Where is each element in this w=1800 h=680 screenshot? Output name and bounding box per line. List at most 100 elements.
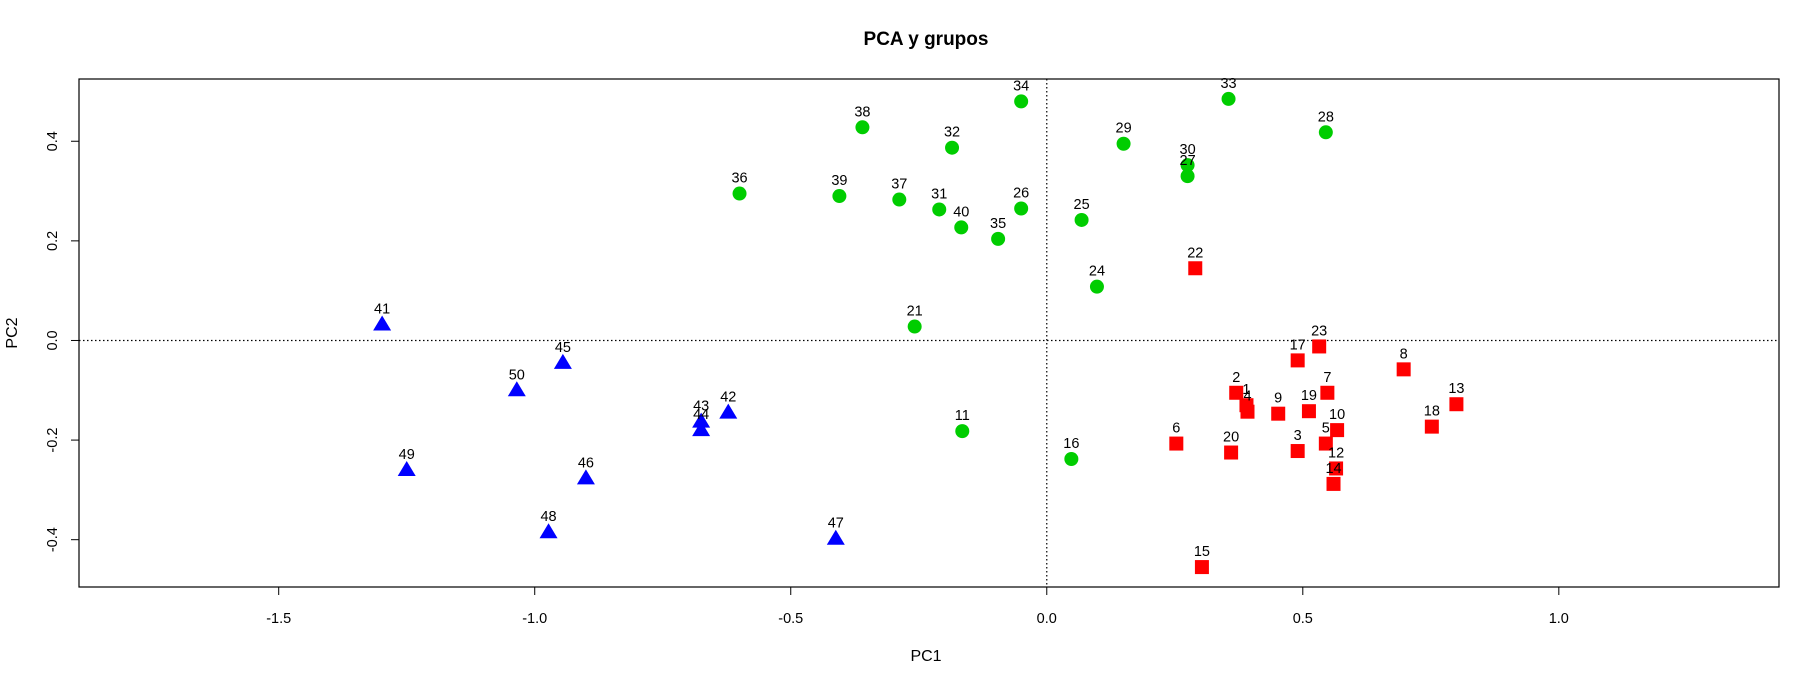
- chart-title: PCA y grupos: [864, 29, 989, 50]
- point-label: 26: [1013, 185, 1029, 201]
- point-label: 7: [1323, 370, 1331, 386]
- data-point-circle: [945, 140, 960, 155]
- point-label: 1: [1242, 382, 1250, 398]
- data-point-circle: [1014, 94, 1029, 109]
- x-tick-label: 1.0: [1549, 611, 1569, 627]
- data-point-triangle: [507, 381, 526, 397]
- data-point-square: [1290, 444, 1305, 459]
- point-label: 46: [578, 455, 594, 471]
- point-labels: 1234567891012131415171819202223111621242…: [374, 76, 1464, 560]
- point-label: 2: [1232, 370, 1240, 386]
- point-label: 6: [1172, 421, 1180, 437]
- data-point-circle: [855, 120, 870, 135]
- data-point-circle: [991, 231, 1006, 246]
- data-point-circle: [954, 220, 969, 235]
- point-label: 48: [540, 509, 556, 525]
- y-tick-label: 0.4: [45, 131, 61, 151]
- data-point-square: [1449, 397, 1464, 412]
- point-label: 4: [1243, 389, 1251, 405]
- point-label: 37: [891, 177, 907, 193]
- data-point-square: [1330, 423, 1345, 438]
- point-label: 50: [509, 367, 525, 383]
- point-label: 22: [1187, 245, 1203, 261]
- data-point-circle: [1014, 201, 1029, 216]
- data-point-circle: [1074, 212, 1089, 227]
- point-label: 33: [1220, 76, 1236, 92]
- point-label: 27: [1180, 153, 1196, 169]
- data-point-triangle: [539, 523, 558, 539]
- data-point-triangle: [692, 421, 711, 437]
- point-label: 25: [1074, 197, 1090, 213]
- point-label: 32: [944, 125, 960, 141]
- data-point-square: [1320, 385, 1335, 400]
- point-label: 9: [1274, 391, 1282, 407]
- data-point-circle: [907, 319, 922, 334]
- data-point-triangle: [553, 353, 572, 369]
- point-label: 18: [1424, 404, 1440, 420]
- x-axis: -1.5 -1.0 -0.5 0.0 0.5 1.0: [266, 587, 1569, 627]
- point-label: 13: [1448, 381, 1464, 397]
- plot-area: [78, 78, 1780, 588]
- point-label: 15: [1194, 544, 1210, 560]
- data-point-square: [1229, 385, 1244, 400]
- data-point-square: [1194, 560, 1209, 575]
- data-point-triangle: [719, 403, 738, 419]
- data-point-square: [1396, 362, 1411, 377]
- point-label: 39: [831, 173, 847, 189]
- point-label: 16: [1063, 436, 1079, 452]
- x-tick-label: -0.5: [778, 611, 803, 627]
- point-label: 35: [990, 216, 1006, 232]
- reference-lines: [79, 79, 1779, 587]
- point-label: 31: [931, 186, 947, 202]
- data-point-triangle: [373, 315, 392, 331]
- point-label: 47: [828, 516, 844, 532]
- data-point-square: [1318, 436, 1333, 451]
- point-label: 43: [693, 399, 709, 415]
- data-point-circle: [732, 186, 747, 201]
- point-label: 41: [374, 302, 390, 318]
- data-point-square: [1424, 419, 1439, 434]
- point-label: 12: [1328, 445, 1344, 461]
- point-label: 10: [1329, 407, 1345, 423]
- y-tick-label: -0.2: [45, 428, 61, 453]
- data-points: [373, 91, 1464, 575]
- point-label: 21: [907, 304, 923, 320]
- point-label: 20: [1223, 430, 1239, 446]
- data-point-triangle: [826, 529, 845, 545]
- y-tick-label: 0.2: [45, 231, 61, 251]
- data-point-circle: [955, 424, 970, 439]
- point-label: 36: [731, 171, 747, 187]
- point-label: 44: [693, 407, 709, 423]
- data-point-circle: [1221, 91, 1236, 106]
- point-label: 14: [1325, 461, 1341, 477]
- data-point-circle: [1089, 279, 1104, 294]
- point-label: 24: [1089, 264, 1105, 280]
- point-label: 3: [1294, 428, 1302, 444]
- data-point-triangle: [692, 412, 711, 428]
- point-label: 38: [854, 104, 870, 120]
- data-point-square: [1169, 436, 1184, 451]
- point-label: 28: [1318, 109, 1334, 125]
- data-point-square: [1312, 339, 1327, 354]
- point-label: 49: [399, 447, 415, 463]
- data-point-square: [1326, 476, 1341, 491]
- x-tick-label: 0.5: [1293, 611, 1313, 627]
- data-point-square: [1301, 404, 1316, 419]
- data-point-square: [1271, 406, 1286, 421]
- point-label: 45: [555, 340, 571, 356]
- point-label: 23: [1311, 323, 1327, 339]
- data-point-square: [1188, 261, 1203, 276]
- point-label: 29: [1116, 121, 1132, 137]
- point-label: 11: [955, 408, 970, 424]
- data-point-square: [1224, 445, 1239, 460]
- y-tick-label: 0.0: [45, 330, 61, 350]
- data-point-square: [1329, 461, 1344, 476]
- point-label: 5: [1322, 421, 1330, 437]
- data-point-circle: [1064, 452, 1079, 467]
- point-label: 19: [1301, 388, 1317, 404]
- data-point-circle: [932, 202, 947, 217]
- data-point-triangle: [397, 460, 416, 476]
- point-label: 8: [1400, 346, 1408, 362]
- data-point-circle: [1180, 158, 1195, 173]
